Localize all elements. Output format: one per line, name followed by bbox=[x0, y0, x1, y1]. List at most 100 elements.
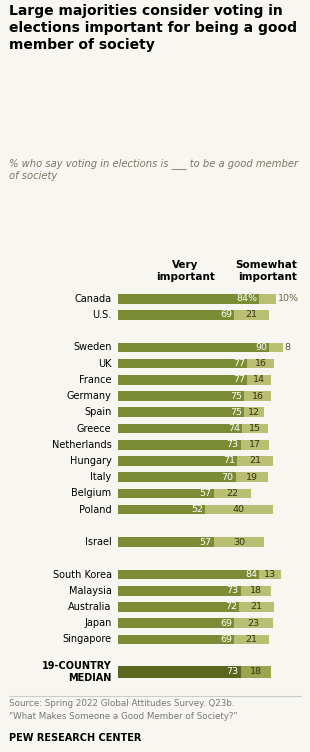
Text: 73: 73 bbox=[227, 440, 239, 449]
Text: South Korea: South Korea bbox=[53, 569, 112, 580]
Text: 77: 77 bbox=[233, 359, 245, 368]
Text: 21: 21 bbox=[246, 311, 258, 320]
Text: 16: 16 bbox=[255, 359, 267, 368]
Text: 18: 18 bbox=[250, 667, 262, 676]
Text: 84%: 84% bbox=[236, 294, 257, 303]
Text: Poland: Poland bbox=[79, 505, 112, 514]
Text: Japan: Japan bbox=[84, 618, 112, 628]
Bar bbox=[118, 343, 269, 352]
Text: 75: 75 bbox=[230, 408, 242, 417]
Bar bbox=[118, 294, 259, 304]
Text: 69: 69 bbox=[220, 635, 232, 644]
Text: 84: 84 bbox=[245, 570, 257, 579]
Text: 71: 71 bbox=[223, 456, 235, 465]
Text: 21: 21 bbox=[246, 635, 258, 644]
Text: 75: 75 bbox=[230, 392, 242, 401]
Text: 70: 70 bbox=[222, 473, 233, 482]
Text: 18: 18 bbox=[250, 587, 262, 596]
Text: 16: 16 bbox=[251, 392, 264, 401]
Bar bbox=[118, 375, 247, 385]
Text: 69: 69 bbox=[220, 311, 232, 320]
Text: 73: 73 bbox=[227, 667, 239, 676]
Bar bbox=[118, 666, 241, 678]
Bar bbox=[239, 602, 274, 612]
Text: PEW RESEARCH CENTER: PEW RESEARCH CENTER bbox=[9, 733, 142, 743]
Text: 52: 52 bbox=[191, 505, 203, 514]
Text: 90: 90 bbox=[255, 343, 267, 352]
Bar bbox=[205, 505, 272, 514]
Text: 69: 69 bbox=[220, 619, 232, 628]
Text: Spain: Spain bbox=[84, 408, 112, 417]
Text: Sweden: Sweden bbox=[73, 342, 112, 353]
Bar bbox=[269, 343, 283, 352]
Bar bbox=[244, 391, 271, 401]
Bar bbox=[244, 408, 264, 417]
Text: 74: 74 bbox=[228, 424, 240, 433]
Bar bbox=[214, 489, 251, 499]
Bar bbox=[118, 472, 236, 482]
Text: 13: 13 bbox=[264, 570, 276, 579]
Text: % who say voting in elections is ___ to be a good member
of society: % who say voting in elections is ___ to … bbox=[9, 158, 299, 181]
Bar bbox=[236, 472, 268, 482]
Text: 30: 30 bbox=[233, 538, 245, 547]
Text: 72: 72 bbox=[225, 602, 237, 611]
Bar bbox=[118, 635, 234, 644]
Bar bbox=[118, 505, 205, 514]
Bar bbox=[118, 489, 214, 499]
Bar bbox=[241, 586, 271, 596]
Text: Germany: Germany bbox=[67, 391, 112, 401]
Bar bbox=[118, 456, 237, 465]
Bar bbox=[247, 375, 271, 385]
Bar bbox=[237, 456, 272, 465]
Text: Somewhat
important: Somewhat important bbox=[235, 260, 297, 282]
Text: Source: Spring 2022 Global Attitudes Survey. Q23b.: Source: Spring 2022 Global Attitudes Sur… bbox=[9, 699, 235, 708]
Bar bbox=[118, 408, 244, 417]
Text: 23: 23 bbox=[247, 619, 259, 628]
Bar bbox=[214, 537, 264, 547]
Text: Canada: Canada bbox=[74, 294, 112, 304]
Bar bbox=[118, 602, 239, 612]
Text: Israel: Israel bbox=[85, 537, 112, 547]
Bar bbox=[118, 537, 214, 547]
Text: 77: 77 bbox=[233, 375, 245, 384]
Bar bbox=[234, 310, 269, 320]
Text: Hungary: Hungary bbox=[70, 456, 112, 466]
Bar bbox=[247, 359, 274, 368]
Text: 19-COUNTRY
MEDIAN: 19-COUNTRY MEDIAN bbox=[42, 661, 112, 683]
Bar bbox=[118, 570, 259, 579]
Bar bbox=[118, 618, 234, 628]
Bar bbox=[118, 391, 244, 401]
Text: 15: 15 bbox=[249, 424, 261, 433]
Text: Belgium: Belgium bbox=[72, 488, 112, 499]
Text: Large majorities consider voting in
elections important for being a good
member : Large majorities consider voting in elec… bbox=[9, 4, 297, 53]
Text: 22: 22 bbox=[226, 489, 238, 498]
Text: Italy: Italy bbox=[90, 472, 112, 482]
Bar bbox=[118, 310, 234, 320]
Bar bbox=[234, 618, 272, 628]
Bar bbox=[259, 570, 281, 579]
Text: Australia: Australia bbox=[68, 602, 112, 612]
Bar bbox=[242, 423, 268, 433]
Text: 17: 17 bbox=[249, 440, 261, 449]
Text: UK: UK bbox=[98, 359, 112, 368]
Bar bbox=[118, 440, 241, 450]
Text: 21: 21 bbox=[251, 602, 263, 611]
Bar bbox=[241, 440, 269, 450]
Text: 8: 8 bbox=[284, 343, 290, 352]
Text: 40: 40 bbox=[233, 505, 245, 514]
Text: "What Makes Someone a Good Member of Society?": "What Makes Someone a Good Member of Soc… bbox=[9, 712, 238, 721]
Text: Greece: Greece bbox=[77, 423, 112, 433]
Text: Very
important: Very important bbox=[156, 260, 215, 282]
Bar bbox=[259, 294, 276, 304]
Bar bbox=[241, 666, 271, 678]
Text: U.S.: U.S. bbox=[92, 310, 112, 320]
Text: 14: 14 bbox=[253, 375, 265, 384]
Text: 57: 57 bbox=[200, 489, 212, 498]
Text: 73: 73 bbox=[227, 587, 239, 596]
Bar bbox=[118, 586, 241, 596]
Bar bbox=[118, 423, 242, 433]
Bar bbox=[234, 635, 269, 644]
Text: 19: 19 bbox=[246, 473, 258, 482]
Text: France: France bbox=[79, 374, 112, 385]
Text: 21: 21 bbox=[249, 456, 261, 465]
